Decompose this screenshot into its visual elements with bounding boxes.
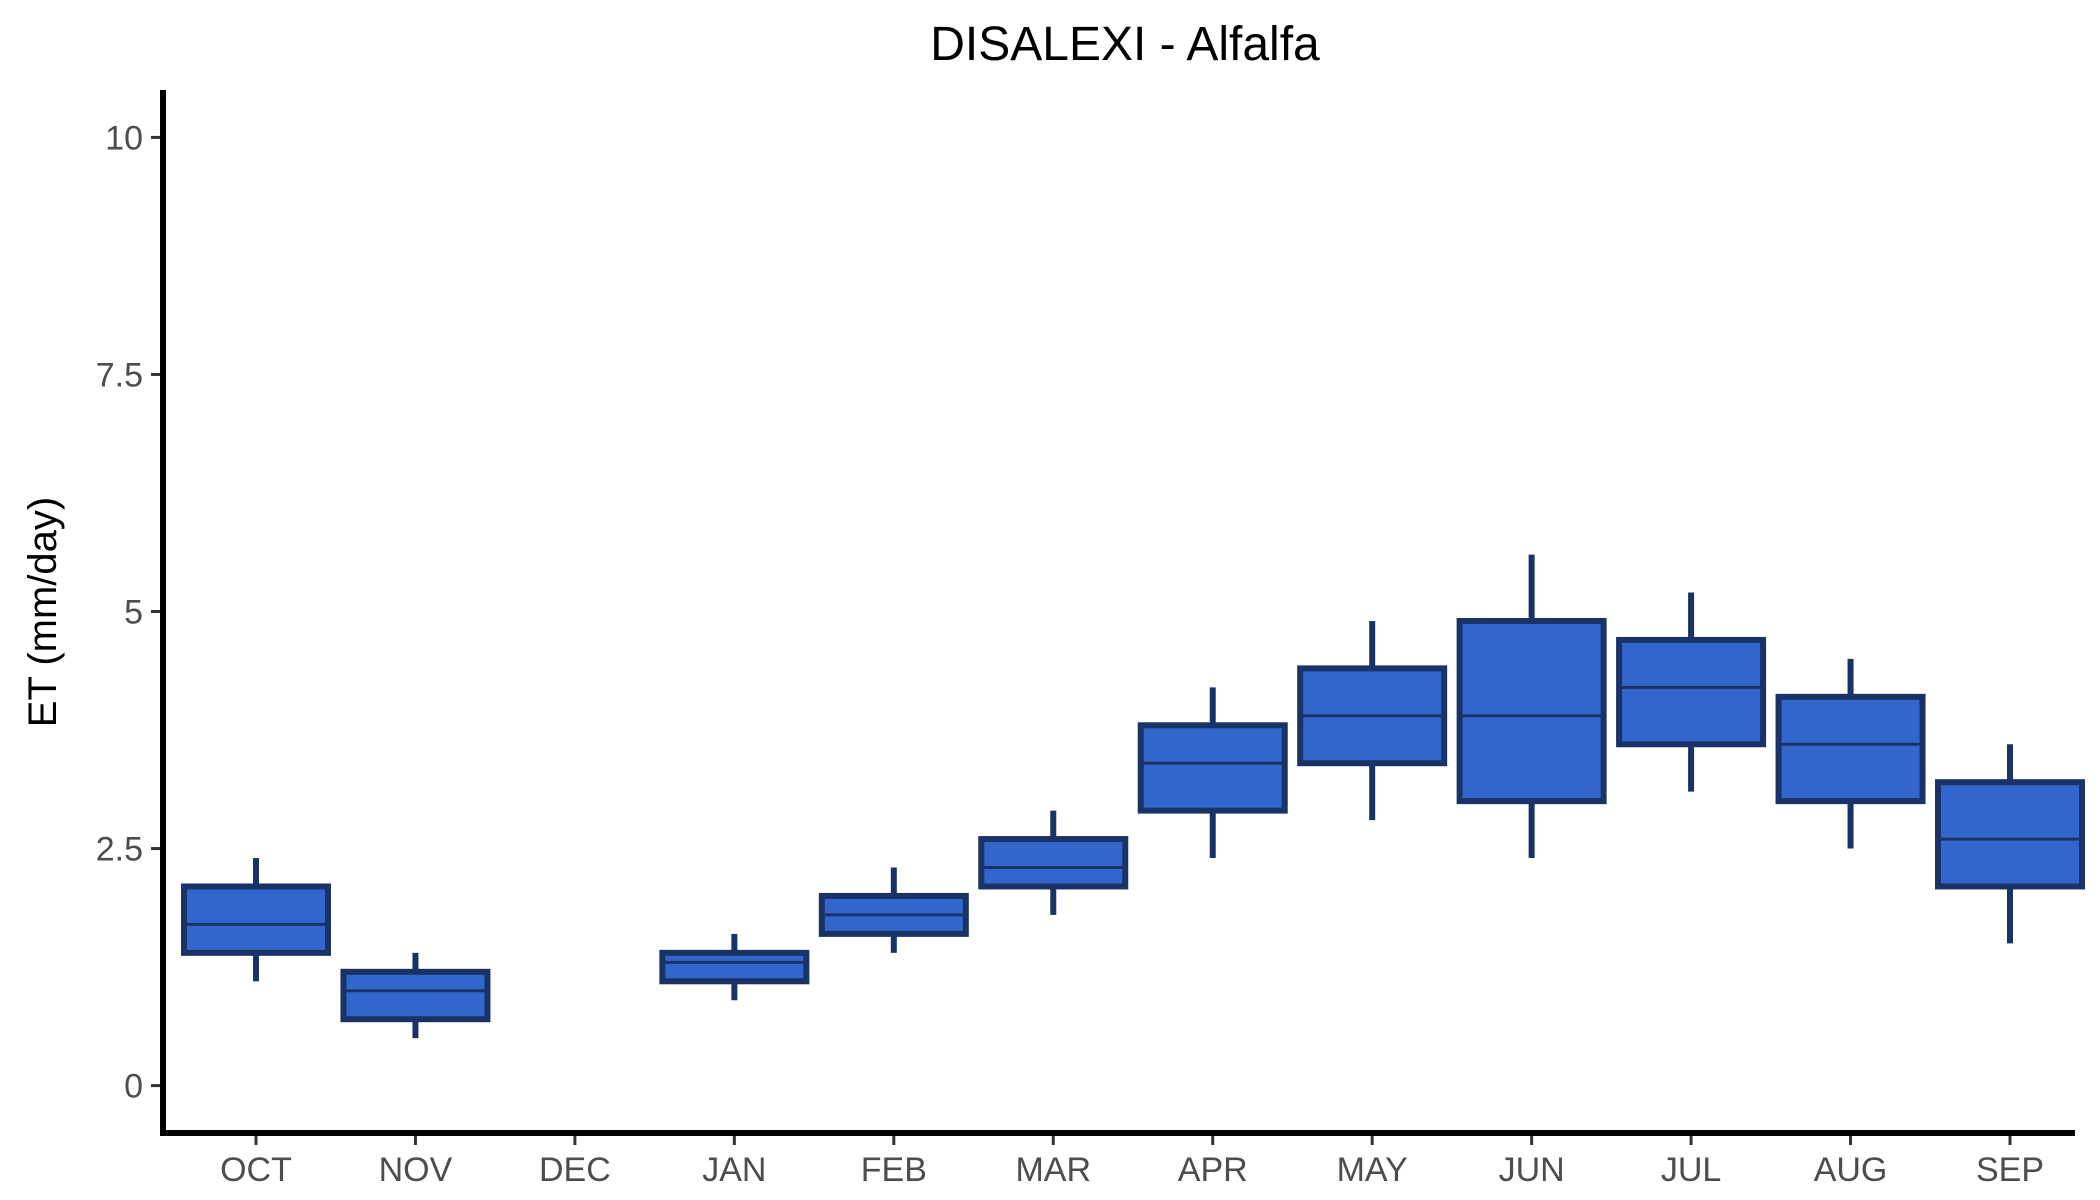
y-tick-label: 10 <box>105 119 143 157</box>
y-tick-label: 7.5 <box>96 356 143 394</box>
box-apr <box>1137 722 1288 814</box>
box-oct <box>181 883 331 956</box>
x-axis-ticks: OCT NOV DEC JAN FEB MAR APR MAY JUN JUL AUG SEP <box>220 1133 2044 1189</box>
x-tick-label: JUL <box>1661 1151 1721 1189</box>
x-tick-label: MAR <box>1015 1151 1091 1189</box>
y-tick-label: 5 <box>124 594 143 632</box>
y-axis-label: ET (mm/day) <box>21 497 65 727</box>
box-sep <box>1935 779 2085 890</box>
x-tick-label: MAY <box>1337 1151 1408 1189</box>
x-tick-label: DEC <box>539 1151 611 1189</box>
box-jul <box>1616 636 1767 748</box>
x-tick-label: JAN <box>702 1151 766 1189</box>
x-tick-label: OCT <box>220 1151 292 1189</box>
box-jun <box>1456 617 1607 805</box>
y-tick-label: 0 <box>124 1068 143 1106</box>
x-tick-label: AUG <box>1814 1151 1888 1189</box>
boxes-layer <box>181 554 2085 1039</box>
chart-title: DISALEXI - Alfalfa <box>930 18 1320 71</box>
y-axis-ticks: 0 2.5 5 7.5 10 <box>96 119 163 1106</box>
x-tick-label: NOV <box>379 1151 453 1189</box>
x-tick-label: JUN <box>1499 1151 1565 1189</box>
box-nov <box>340 968 491 1023</box>
y-tick-label: 2.5 <box>96 831 143 869</box>
box-mar <box>978 836 1129 890</box>
x-tick-label: SEP <box>1976 1151 2044 1189</box>
x-tick-label: FEB <box>861 1151 927 1189</box>
box-jan <box>659 949 810 985</box>
x-tick-label: APR <box>1178 1151 1248 1189</box>
box-aug <box>1775 693 1926 805</box>
